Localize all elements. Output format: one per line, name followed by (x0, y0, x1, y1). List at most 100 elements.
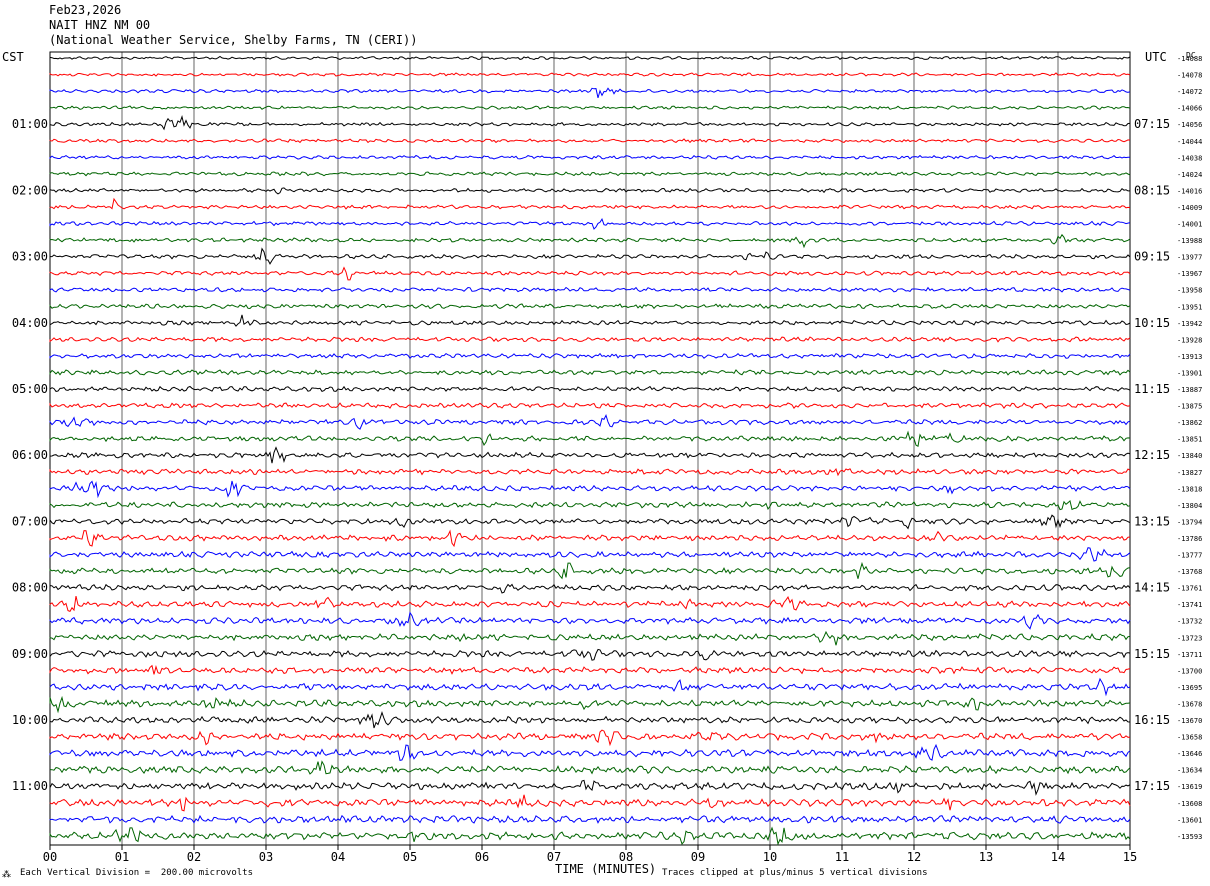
seismic-trace (49, 561, 1131, 580)
x-tick-label: 02 (187, 850, 201, 864)
seismic-trace (49, 187, 1130, 195)
trace-offset-label: -13732 (1177, 618, 1202, 626)
seismic-trace (49, 664, 1131, 675)
x-tick-label: 01 (115, 850, 129, 864)
trace-offset-label: -14072 (1177, 88, 1202, 96)
seismic-trace (49, 105, 1131, 110)
trace-offset-label: -14088 (1177, 55, 1202, 63)
seismic-trace (49, 115, 1131, 131)
seismic-trace (49, 303, 1131, 310)
cst-hour-label: 07:00 (12, 514, 48, 528)
trace-offset-label: -13988 (1177, 237, 1202, 245)
seismic-trace (49, 779, 1131, 796)
trace-offset-label: -13723 (1177, 634, 1202, 642)
seismic-trace (49, 154, 1131, 160)
seismic-trace (49, 814, 1131, 824)
trace-offset-label: -13804 (1177, 502, 1202, 510)
scale-note: Each Vertical Division = 200.00 microvol… (20, 868, 253, 878)
trace-offset-label: -13619 (1177, 783, 1202, 791)
trace-offset-label: -13827 (1177, 469, 1202, 477)
trace-offset-label: -13608 (1177, 800, 1202, 808)
trace-offset-label: -13794 (1177, 518, 1202, 526)
utc-hour-label: 07:15 (1134, 117, 1170, 131)
trace-offset-label: -13967 (1177, 270, 1202, 278)
utc-hour-label: 13:15 (1134, 514, 1170, 528)
trace-offset-label: -13786 (1177, 535, 1202, 543)
seismic-trace (49, 677, 1131, 697)
trace-offset-label: -13777 (1177, 552, 1202, 560)
trace-offset-label: -14001 (1177, 221, 1202, 229)
trace-offset-label: -13646 (1177, 750, 1202, 758)
seismic-trace (49, 171, 1131, 177)
cst-hour-label: 02:00 (12, 183, 48, 197)
trace-offset-label: -13913 (1177, 353, 1202, 361)
seismic-trace (49, 499, 1131, 511)
x-tick-label: 00 (43, 850, 57, 864)
x-tick-label: 14 (1051, 850, 1065, 864)
cst-hour-label: 09:00 (12, 647, 48, 661)
seismic-trace (49, 286, 1131, 293)
clip-note: Traces clipped at plus/minus 5 vertical … (662, 868, 928, 878)
station-code: NAIT HNZ NM 00 (49, 18, 151, 32)
seismic-trace (49, 711, 1131, 729)
seismic-trace (49, 826, 1131, 846)
trace-offset-label: -14066 (1177, 105, 1202, 113)
utc-hour-label: 15:15 (1134, 647, 1170, 661)
seismic-trace (50, 247, 1131, 265)
seismic-trace (49, 72, 1131, 77)
plot-frame (49, 51, 1131, 846)
seismic-trace (49, 430, 1131, 447)
trace-offset-label: -13700 (1177, 667, 1202, 675)
seismic-trace (49, 630, 1131, 646)
seismic-trace (49, 695, 1131, 714)
utc-hour-label: 10:15 (1134, 316, 1170, 330)
seismic-trace (49, 369, 1131, 376)
seismic-trace (49, 314, 1131, 327)
x-tick-label: 10 (763, 850, 777, 864)
trace-offset-label: -13901 (1177, 369, 1202, 377)
trace-offset-label: -13658 (1177, 734, 1202, 742)
trace-offset-label: -13851 (1177, 436, 1202, 444)
trace-offset-label: -13695 (1177, 684, 1202, 692)
seismic-trace (49, 336, 1131, 343)
seismic-trace (49, 794, 1131, 812)
utc-hour-label: 14:15 (1134, 581, 1170, 595)
trace-offset-label: -13634 (1177, 767, 1202, 775)
trace-offset-label: -14078 (1177, 72, 1202, 80)
trace-offset-label: -13840 (1177, 452, 1202, 460)
seismic-trace (49, 648, 1131, 661)
seismic-trace (49, 266, 1131, 281)
trace-offset-label: -13862 (1177, 419, 1202, 427)
x-tick-label: 07 (547, 850, 561, 864)
trace-offset-label: -14056 (1177, 121, 1202, 129)
cst-hour-label: 11:00 (12, 779, 48, 793)
cst-hour-label: 10:00 (12, 713, 48, 727)
x-tick-label: 12 (907, 850, 921, 864)
seismic-trace (49, 760, 1131, 775)
seismic-trace (49, 446, 1131, 464)
x-tick-label: 05 (403, 850, 417, 864)
cst-hour-label: 01:00 (12, 117, 48, 131)
trace-offset-label: -14024 (1177, 171, 1202, 179)
seismic-trace (49, 217, 1131, 230)
trace-offset-label: -13887 (1177, 386, 1202, 394)
trace-offset-label: -13958 (1177, 287, 1202, 295)
seismic-trace (49, 352, 1131, 360)
trace-offset-label: -13601 (1177, 816, 1202, 824)
trace-offset-label: -13942 (1177, 320, 1202, 328)
trace-offset-label: -13670 (1177, 717, 1202, 725)
trace-offset-label: -13711 (1177, 651, 1202, 659)
trace-offset-label: -13761 (1177, 585, 1202, 593)
plot-date: Feb23,2026 (49, 3, 122, 17)
seismic-trace (49, 529, 1131, 548)
seismic-trace (49, 583, 1131, 594)
utc-hour-label: 11:15 (1134, 382, 1170, 396)
seismic-trace (49, 138, 1131, 144)
seismic-trace (49, 87, 1131, 99)
cst-hour-label: 04:00 (12, 316, 48, 330)
seismic-trace (49, 611, 1131, 630)
x-tick-label: 13 (979, 850, 993, 864)
seismic-trace (49, 743, 1131, 762)
utc-hour-label: 09:15 (1134, 250, 1170, 264)
